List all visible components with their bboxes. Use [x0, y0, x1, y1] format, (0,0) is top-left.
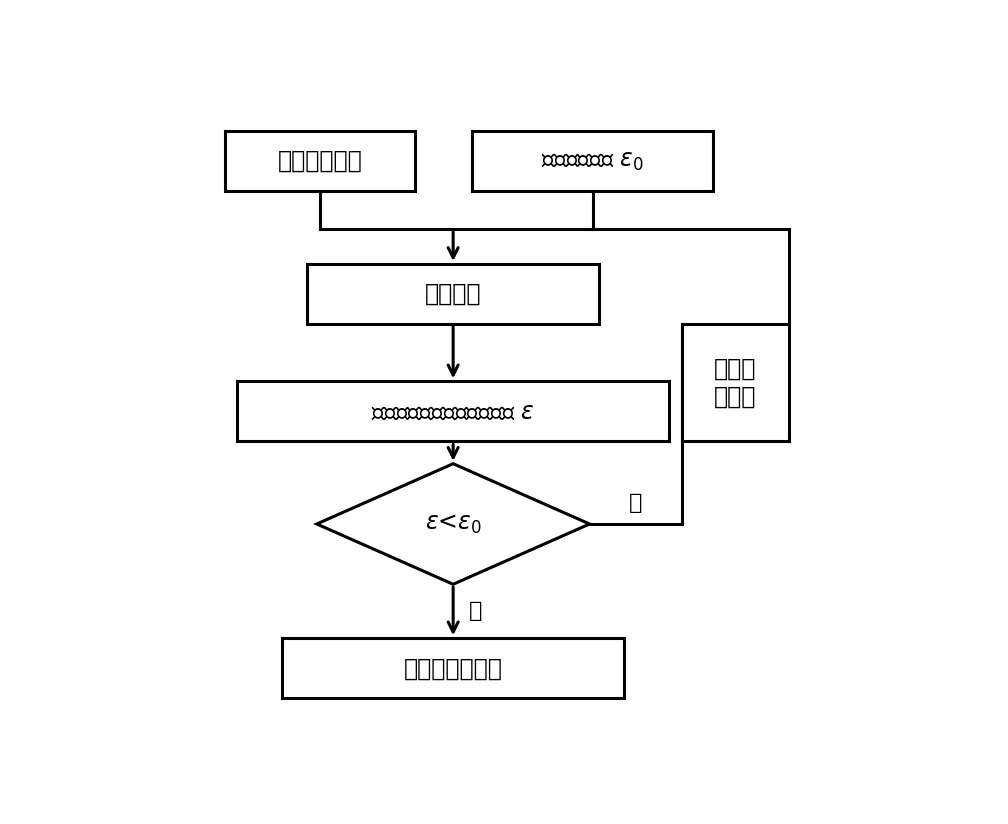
FancyBboxPatch shape	[307, 264, 599, 324]
Polygon shape	[317, 464, 590, 584]
Text: 是: 是	[469, 602, 483, 621]
Text: 小波逆变换，计算重构误差 $\varepsilon$: 小波逆变换，计算重构误差 $\varepsilon$	[371, 400, 535, 424]
Text: 重构误差阈值 $\varepsilon_0$: 重构误差阈值 $\varepsilon_0$	[541, 149, 644, 173]
FancyBboxPatch shape	[282, 639, 625, 699]
Text: 最优化小波阈值: 最优化小波阈值	[404, 657, 503, 681]
Text: 调整小
波阈值: 调整小 波阈值	[715, 357, 757, 409]
FancyBboxPatch shape	[238, 382, 669, 442]
Text: 初始小波阈值: 初始小波阈值	[277, 149, 362, 173]
FancyBboxPatch shape	[225, 131, 415, 191]
FancyBboxPatch shape	[472, 131, 714, 191]
FancyBboxPatch shape	[681, 324, 789, 442]
Text: $\varepsilon$<$\varepsilon_0$: $\varepsilon$<$\varepsilon_0$	[424, 512, 482, 536]
Text: 否: 否	[629, 493, 642, 513]
Text: 小波压缩: 小波压缩	[425, 282, 482, 306]
